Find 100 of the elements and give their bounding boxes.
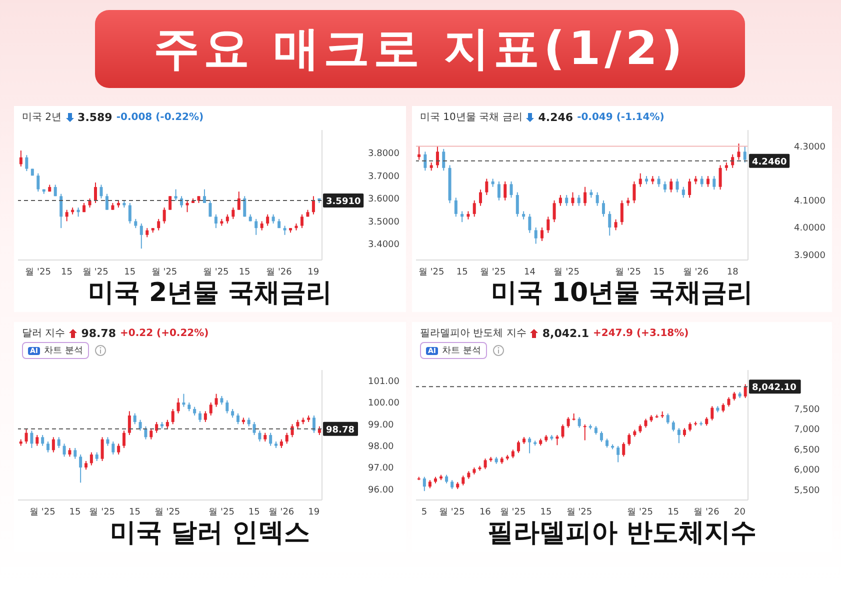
candlestick	[743, 146, 746, 163]
candlestick	[584, 186, 587, 206]
candlestick	[36, 172, 40, 192]
candlestick	[436, 146, 439, 168]
x-tick-label: 월 '26	[268, 507, 294, 518]
candlestick	[79, 454, 82, 484]
candlestick	[460, 210, 464, 223]
x-tick-label: 15	[668, 507, 680, 518]
candlestick	[622, 442, 626, 458]
candlestick	[236, 412, 240, 425]
text: 주요 매크로 지표(1/2)	[95, 10, 745, 88]
candlestick	[737, 143, 740, 160]
y-tick-label: 98.00	[368, 442, 394, 452]
ref-line-label: 8,042.10	[752, 383, 796, 394]
candlestick	[638, 172, 642, 188]
text: 3.589	[78, 110, 112, 124]
text: 차트 분석	[442, 345, 481, 357]
x-tick-label: 15	[456, 267, 468, 278]
candlestick	[90, 452, 93, 466]
candlestick	[41, 434, 44, 446]
candlestick	[561, 424, 564, 439]
candlestick	[186, 200, 189, 213]
candlestick	[138, 419, 142, 432]
candlestick	[269, 432, 272, 446]
candlestick	[57, 436, 60, 448]
candlestick	[258, 430, 262, 442]
candlestick	[700, 176, 704, 188]
x-tick-label: 18	[726, 267, 739, 278]
y-tick-label: 6,000	[794, 466, 820, 476]
y-tick-label: 3.8000	[368, 149, 400, 159]
candlestick	[614, 218, 618, 231]
candlestick	[583, 424, 586, 441]
candlestick	[105, 193, 108, 210]
text: 차트 분석	[44, 345, 83, 357]
candlestick	[52, 436, 55, 453]
candlestick	[528, 213, 532, 234]
text: 4.246	[538, 110, 574, 124]
candlestick	[706, 176, 710, 188]
candlestick	[485, 178, 488, 196]
x-tick-label: 20	[734, 507, 746, 518]
candlestick	[266, 214, 270, 226]
candlestick	[620, 200, 624, 226]
candlestick	[117, 443, 120, 455]
candlestick	[616, 445, 620, 463]
candlestick	[462, 475, 465, 486]
candlestick	[155, 422, 158, 434]
x-tick-label: 월 '25	[566, 507, 592, 518]
x-tick-label: 15	[248, 507, 260, 518]
text: 98.78	[81, 326, 116, 340]
candlestick	[497, 180, 500, 201]
candlestick	[628, 432, 631, 446]
candlestick	[128, 410, 131, 436]
candlestick	[74, 448, 77, 460]
candlestick	[204, 410, 207, 422]
candlestick	[422, 476, 426, 492]
candlestick	[260, 220, 264, 231]
candlestick	[157, 218, 160, 231]
candlestick	[510, 180, 513, 198]
candlestick	[214, 214, 218, 229]
candlestick	[424, 151, 427, 172]
candlestick	[209, 402, 212, 416]
text: -0.049 (-1.14%)	[577, 112, 664, 122]
x-tick-label: 19	[308, 507, 320, 518]
candlestick	[312, 196, 315, 215]
candlestick	[30, 430, 34, 448]
candlestick	[94, 182, 97, 204]
candlestick	[577, 194, 580, 206]
candlestick	[122, 430, 126, 448]
candlestick	[677, 428, 680, 444]
candlestick	[454, 197, 458, 218]
candlestick	[504, 180, 507, 201]
ref-line-label: 98.78	[326, 425, 354, 436]
candlestick	[232, 207, 235, 220]
x-tick-label: 월 '25	[615, 267, 642, 278]
candlestick	[472, 200, 476, 218]
candlestick	[710, 406, 714, 421]
y-tick-label: 4.3000	[794, 142, 826, 152]
candlestick	[540, 227, 544, 242]
candlestick	[283, 225, 286, 236]
candlestick	[182, 393, 186, 408]
x-tick-label: 월 '25	[418, 267, 444, 278]
y-tick-label: 3.6000	[368, 194, 400, 205]
x-tick-label: 월 '25	[25, 267, 51, 278]
x-tick-label: 15	[653, 267, 665, 278]
candlestick	[418, 146, 421, 160]
y-tick-label: 100.00	[368, 398, 400, 409]
candlestick	[174, 188, 178, 202]
candlestick	[546, 216, 550, 234]
candlestick	[657, 176, 660, 188]
x-tick-label: 월 '26	[694, 507, 720, 518]
candlestick	[602, 200, 605, 218]
candlestick	[36, 434, 39, 446]
x-tick-label: 월 '25	[154, 507, 180, 518]
x-tick-label: 15	[69, 507, 81, 518]
text: 8,042.1	[542, 326, 589, 340]
x-tick-label: 월 '25	[89, 507, 116, 518]
candlestick	[25, 154, 28, 172]
chart-subtitle: 필라델피아 반도체 지수	[420, 327, 526, 340]
candlestick	[62, 443, 66, 458]
y-tick-label: 3.5000	[368, 217, 400, 228]
